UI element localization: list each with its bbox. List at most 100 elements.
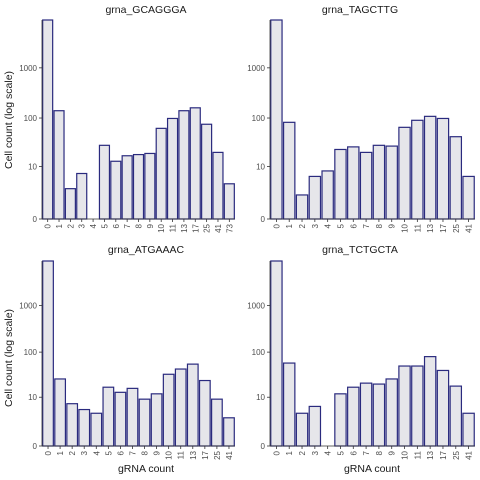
bar [411, 119, 424, 220]
panel-title: grna_ATGAAAC [108, 244, 185, 256]
x-tick-label: 41 [465, 450, 474, 459]
bar [126, 387, 139, 447]
y-tick-label: 100 [252, 348, 266, 357]
x-tick-label: 8 [375, 223, 384, 228]
x-tick-label: 11 [413, 223, 422, 232]
bar [76, 172, 88, 220]
bar [42, 19, 54, 220]
bar [53, 110, 65, 220]
x-tick-label: 7 [123, 223, 132, 228]
x-tick-label: 1 [285, 450, 294, 455]
bar [150, 393, 163, 447]
bar [144, 152, 156, 220]
bar [436, 369, 450, 447]
x-tick-label: 73 [225, 223, 234, 232]
x-tick-label: 8 [375, 450, 384, 455]
y-tick-label: 10 [256, 393, 265, 402]
x-tick-label: 4 [89, 223, 98, 228]
bar [295, 194, 309, 220]
x-tick-label: 5 [336, 450, 345, 455]
x-tick-label: 1 [285, 223, 294, 228]
x-tick-label: 17 [439, 223, 448, 232]
x-tick-label: 11 [169, 223, 178, 232]
x-tick-label: 1 [56, 450, 65, 455]
x-tick-label: 5 [100, 223, 109, 228]
y-tick-label: 100 [252, 114, 266, 123]
panel-title: grna_TCTGCTA [322, 244, 398, 256]
y-tick-label: 1000 [19, 301, 37, 310]
bar [334, 148, 347, 220]
bar [198, 379, 211, 447]
bar [308, 405, 322, 447]
bar [138, 398, 151, 447]
bar [321, 170, 334, 220]
bar [282, 121, 296, 220]
x-tick-label: 0 [44, 450, 53, 455]
x-tick-label: 41 [465, 223, 474, 232]
x-tick-label: 9 [146, 223, 155, 228]
bar [166, 117, 179, 220]
bar [282, 362, 296, 447]
bar [102, 386, 115, 447]
x-tick-label: 10 [165, 450, 174, 459]
y-tick-label: 0 [261, 442, 266, 451]
y-tick-label: 0 [33, 215, 38, 224]
x-tick-label: 10 [157, 223, 166, 232]
y-tick-label: 100 [24, 348, 38, 357]
x-tick-label: 5 [336, 223, 345, 228]
bar [295, 412, 309, 447]
x-axis-title-right: gRNA count [344, 463, 400, 475]
x-tick-label: 8 [135, 223, 144, 228]
bar [334, 393, 347, 447]
x-tick-label: 3 [80, 450, 89, 455]
bar [189, 107, 201, 220]
x-tick-label: 0 [44, 223, 53, 228]
x-tick-label: 2 [298, 223, 307, 228]
x-tick-label: 9 [388, 223, 397, 228]
bar [114, 391, 127, 447]
x-tick-label: 3 [78, 223, 87, 228]
y-tick-label: 10 [256, 163, 265, 172]
bar [66, 403, 79, 447]
x-tick-label: 8 [141, 450, 150, 455]
bar [372, 144, 386, 220]
x-tick-label: 25 [452, 223, 461, 232]
bar [462, 412, 475, 447]
x-tick-label: 4 [92, 450, 101, 455]
bar [385, 145, 398, 220]
bar [211, 398, 223, 447]
bar [398, 365, 411, 447]
x-tick-label: 17 [191, 223, 200, 232]
x-tick-label: 25 [452, 450, 461, 459]
bar [372, 383, 386, 447]
y-tick-label: 0 [261, 215, 266, 224]
x-tick-label: 0 [272, 450, 281, 455]
x-tick-label: 25 [203, 223, 212, 232]
bar [359, 151, 373, 220]
bar [90, 412, 103, 447]
bar [174, 368, 187, 447]
bar [411, 365, 424, 447]
panel-title: grna_TAGCTTG [322, 4, 398, 16]
x-tick-label: 4 [324, 223, 333, 228]
bar [162, 373, 175, 447]
x-tick-label: 13 [426, 223, 435, 232]
x-tick-label: 6 [349, 450, 358, 455]
y-tick-label: 1000 [19, 64, 37, 73]
y-axis-title-top: Cell count (log scale) [3, 71, 15, 169]
x-tick-label: 0 [272, 223, 281, 228]
panel-title: grna_GCAGGGA [105, 4, 186, 16]
x-axis-title-left: gRNA count [118, 463, 174, 475]
bar [347, 146, 360, 220]
x-tick-label: 6 [116, 450, 125, 455]
x-tick-label: 11 [413, 450, 422, 459]
bar [449, 136, 463, 220]
bar [223, 183, 235, 220]
x-tick-label: 3 [311, 450, 320, 455]
y-tick-label: 10 [28, 163, 37, 172]
x-tick-label: 41 [214, 223, 223, 232]
x-tick-label: 17 [201, 450, 210, 459]
y-tick-label: 100 [24, 114, 38, 123]
x-tick-label: 10 [401, 450, 410, 459]
